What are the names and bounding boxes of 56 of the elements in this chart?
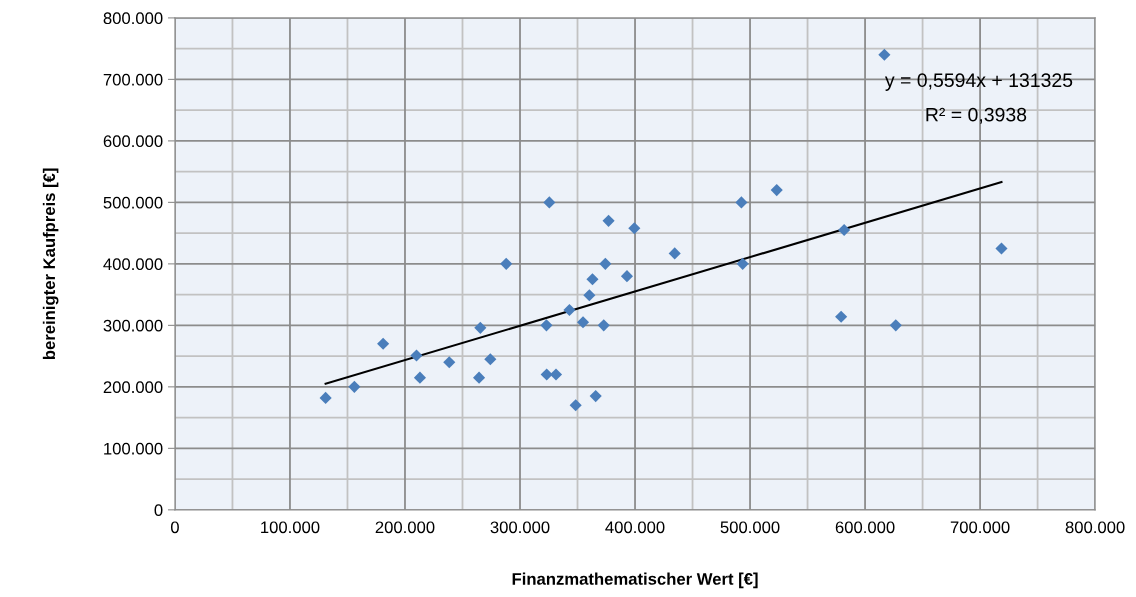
- annotation: y = 0,5594x + 131325: [884, 73, 1073, 91]
- x-tick-label: 700.000: [950, 521, 1010, 534]
- point: [484, 353, 497, 366]
- point: [377, 337, 390, 350]
- point: [620, 270, 634, 283]
- point: [628, 222, 641, 235]
- point: [576, 316, 590, 329]
- x-tick-label: 300.000: [490, 521, 550, 534]
- x-tick-label: 100.000: [261, 521, 320, 534]
- point: [770, 184, 783, 197]
- y-tick-label: 800.000: [103, 12, 163, 25]
- point: [348, 380, 361, 393]
- point: [889, 319, 902, 332]
- point: [473, 371, 486, 384]
- point: [443, 356, 456, 369]
- y-tick-label: 400.000: [103, 258, 163, 271]
- point: [736, 257, 749, 270]
- x-tick-label: 400.000: [605, 521, 665, 534]
- annotation: R² = 0,3938: [926, 107, 1027, 124]
- x-tick-label: 200.000: [375, 521, 435, 534]
- x-tick-label: 600.000: [835, 521, 895, 534]
- x-tick-label: 800.000: [1065, 521, 1125, 534]
- point: [735, 196, 748, 209]
- y-tick-label: 200.000: [103, 381, 163, 394]
- point: [569, 399, 582, 412]
- x-tick-label: 500.000: [720, 521, 780, 534]
- point: [410, 349, 423, 362]
- y-tick-label: 300.000: [103, 319, 163, 332]
- point: [563, 303, 576, 317]
- point: [500, 257, 513, 270]
- y-tick-label: 500.000: [103, 196, 163, 209]
- y-tick-label: 100.000: [104, 442, 163, 455]
- point: [599, 257, 612, 270]
- point: [549, 368, 563, 381]
- point: [583, 289, 596, 302]
- point: [995, 242, 1008, 255]
- y-tick-label: 600.000: [103, 135, 163, 148]
- point: [474, 321, 487, 334]
- point: [668, 247, 681, 260]
- point: [413, 371, 426, 384]
- x-tick-label: 0: [170, 521, 179, 534]
- point: [838, 224, 851, 237]
- point: [543, 196, 556, 209]
- y-tick-label: 0: [154, 504, 163, 517]
- y-axis-title: bereinigter Kaufpreis [€]: [42, 168, 59, 360]
- point: [586, 273, 599, 286]
- y-tick-label: 700.000: [103, 73, 163, 86]
- point: [319, 391, 332, 404]
- point: [540, 368, 553, 381]
- point: [540, 319, 553, 332]
- point: [878, 48, 891, 61]
- point: [597, 319, 610, 332]
- point: [589, 390, 602, 403]
- x-axis-title: Finanzmathematischer Wert [€]: [512, 572, 758, 589]
- point: [602, 214, 615, 227]
- point: [835, 310, 848, 323]
